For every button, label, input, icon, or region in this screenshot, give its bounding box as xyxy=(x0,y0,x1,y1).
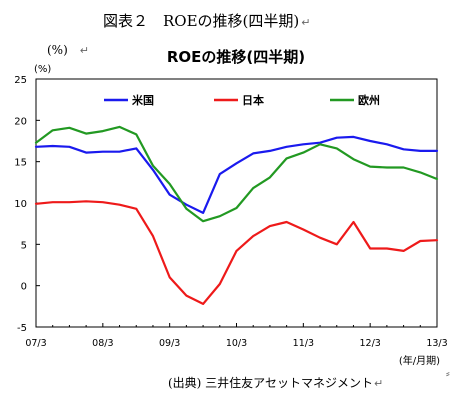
return-mark: ↵ xyxy=(79,44,89,57)
source-note-text: (出典) 三井住友アセットマネジメント xyxy=(168,376,373,390)
x-tick-label: 11/3 xyxy=(293,338,314,349)
y-tick-label: 20 xyxy=(14,116,27,127)
paragraph-mark: ⸗ xyxy=(446,367,450,380)
x-tick-label: 13/3 xyxy=(426,338,447,349)
percent-label: (%) ↵ xyxy=(47,43,89,57)
legend: 米国 日本 欧州 xyxy=(104,93,380,107)
x-tick-label: 12/3 xyxy=(359,338,380,349)
y-tick-label: 0 xyxy=(21,282,27,293)
x-tick-label: 10/3 xyxy=(226,338,247,349)
y-tick-label: 10 xyxy=(14,199,27,210)
x-tick-label: 08/3 xyxy=(92,338,113,349)
document-title-text: 図表２ ROEの推移(四半期) xyxy=(103,12,300,30)
legend-label-1: 日本 xyxy=(242,93,264,107)
x-tick-label: 09/3 xyxy=(159,338,180,349)
y-tick-label: 25 xyxy=(14,75,27,86)
plot-area-frame xyxy=(35,78,438,328)
series-line-1 xyxy=(34,200,439,305)
chart-title: ROEの推移(四半期) xyxy=(167,48,305,66)
series-layer xyxy=(34,125,439,305)
return-mark: ↵ xyxy=(373,377,384,390)
document-title: 図表２ ROEの推移(四半期) ↵ xyxy=(103,10,310,31)
legend-label-2: 欧州 xyxy=(358,93,380,107)
percent-label-text: (%) xyxy=(47,43,68,57)
source-note: (出典) 三井住友アセットマネジメント↵ xyxy=(168,374,383,391)
y-tick-label: -5 xyxy=(17,323,27,334)
axis-ticks: 25 20 15 10 5 0 -5 07/3 08/3 09/3 10/3 11/3 12/3 13/3 xyxy=(14,75,447,349)
series-line-2 xyxy=(34,125,439,223)
x-axis-unit-label: (年/月期) xyxy=(399,354,440,367)
y-tick-label: 15 xyxy=(14,158,27,169)
x-tick-label: 07/3 xyxy=(25,338,46,349)
series-line-0 xyxy=(34,135,439,214)
y-tick-label: 5 xyxy=(21,240,27,251)
legend-label-0: 米国 xyxy=(131,93,154,107)
return-mark: ↵ xyxy=(301,16,311,29)
y-axis-unit-label: (%) xyxy=(34,64,51,75)
